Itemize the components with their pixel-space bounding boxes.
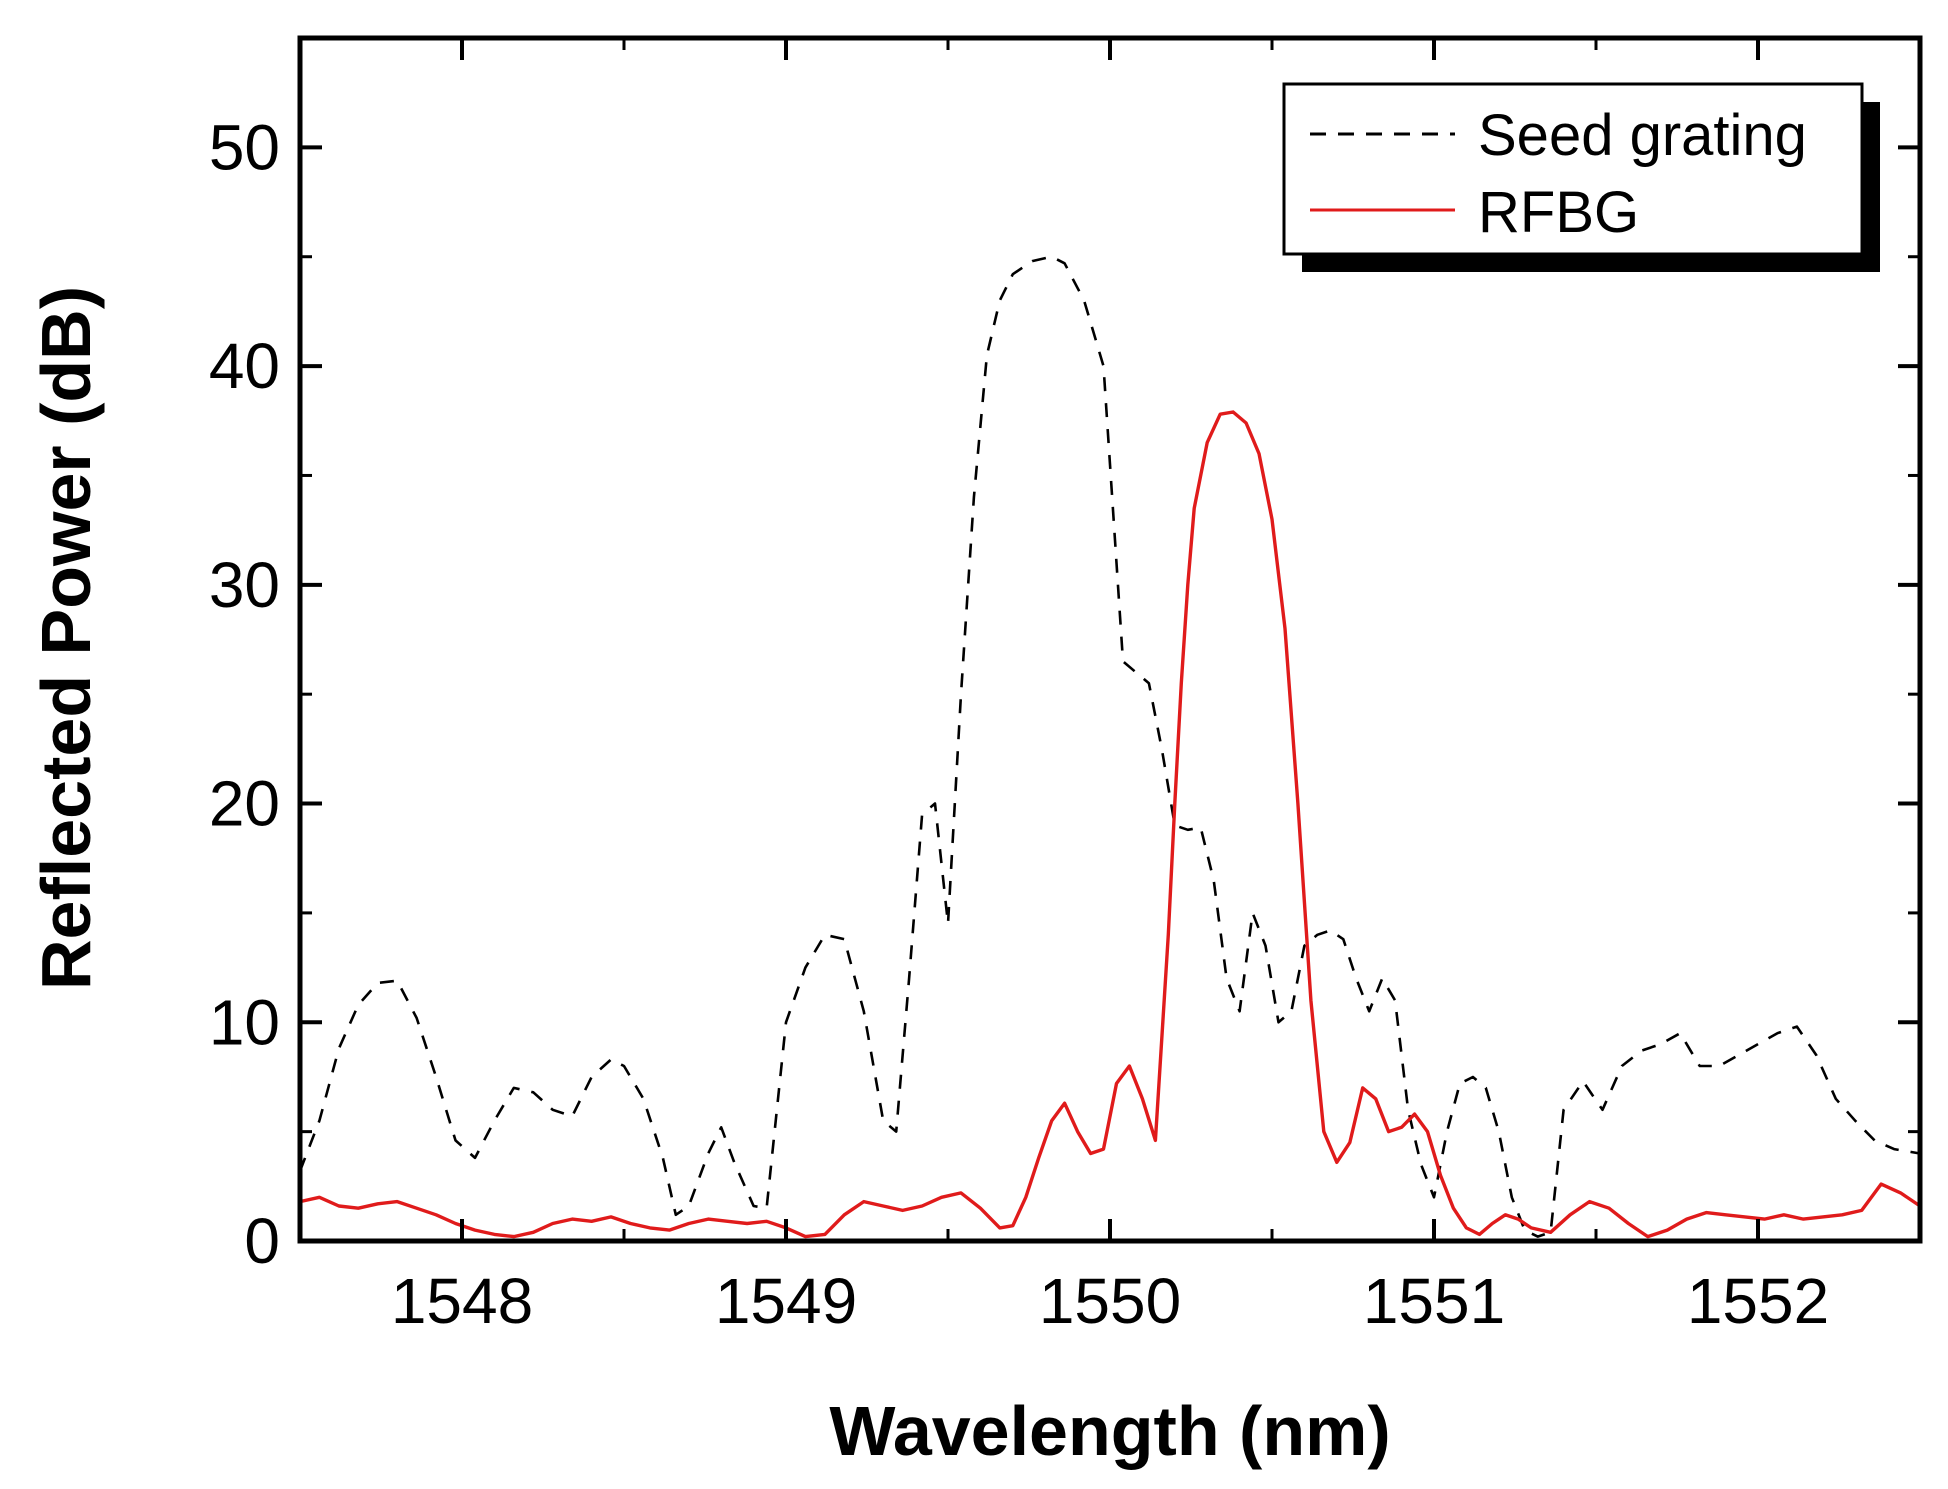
legend: Seed grating RFBG (1282, 82, 1880, 272)
x-tick-label: 1552 (1687, 1265, 1829, 1337)
series-layer (298, 255, 1921, 1239)
y-tick-label: 50 (209, 111, 280, 183)
ticks-layer: 1548 1549 1550 1551 1552 0 10 20 30 40 50 (209, 38, 1922, 1337)
series-line-seed-grating (298, 255, 1921, 1238)
y-tick-label: 0 (244, 1205, 280, 1277)
series-line-rfbg (299, 410, 1921, 1239)
legend-label-seed-grating: Seed grating (1478, 103, 1807, 168)
y-tick-label: 40 (209, 330, 280, 402)
y-tick-label: 20 (209, 768, 280, 840)
x-tick-label: 1551 (1363, 1265, 1505, 1337)
y-tick-label: 10 (209, 986, 280, 1058)
x-axis-title: Wavelength (nm) (829, 1392, 1390, 1470)
legend-box (1282, 82, 1864, 256)
x-tick-label: 1548 (391, 1265, 533, 1337)
y-axis-title: Reflected Power (dB) (27, 286, 105, 990)
legend-label-rfbg: RFBG (1478, 180, 1639, 245)
x-tick-label: 1549 (715, 1265, 857, 1337)
y-tick-label: 30 (209, 549, 280, 621)
x-tick-label: 1550 (1039, 1265, 1181, 1337)
